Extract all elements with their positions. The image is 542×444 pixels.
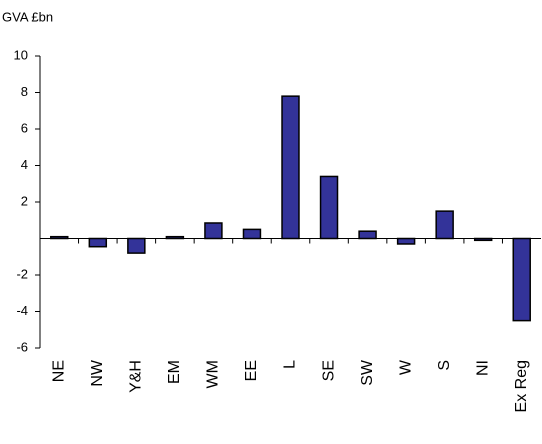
y-tick-label: 2 bbox=[21, 193, 28, 208]
bar bbox=[127, 237, 146, 254]
y-tick-label: 6 bbox=[21, 120, 28, 135]
x-tick-label: NE bbox=[50, 360, 67, 382]
x-tick-label: S bbox=[436, 360, 453, 371]
x-tick-label: W bbox=[397, 359, 414, 375]
x-tick-label: SE bbox=[320, 360, 337, 381]
y-tick-label: -2 bbox=[16, 266, 28, 281]
bar bbox=[319, 175, 339, 240]
bar bbox=[396, 237, 416, 245]
bar bbox=[358, 230, 377, 240]
bar bbox=[281, 95, 300, 240]
y-tick-label: 8 bbox=[21, 84, 28, 99]
x-tick-label: NI bbox=[474, 360, 491, 376]
x-tick-label: EM bbox=[166, 360, 183, 384]
bar bbox=[204, 222, 223, 240]
x-tick-label: Y&H bbox=[128, 360, 145, 393]
bar bbox=[242, 228, 262, 240]
y-axis-label: GVA £bn bbox=[2, 9, 53, 24]
x-tick-label: NW bbox=[89, 359, 106, 387]
y-tick-label: 4 bbox=[21, 157, 28, 172]
y-tick-label: -4 bbox=[16, 303, 28, 318]
y-tick-label: -6 bbox=[16, 339, 28, 354]
bar bbox=[88, 237, 108, 248]
x-tick-label: WM bbox=[205, 360, 222, 388]
bar bbox=[512, 237, 531, 322]
x-tick-label: EE bbox=[243, 360, 260, 381]
x-tick-label: Ex Reg bbox=[513, 360, 530, 412]
x-tick-label: L bbox=[282, 360, 299, 369]
y-tick-label: 10 bbox=[14, 47, 28, 62]
bar bbox=[435, 210, 454, 240]
x-tick-label: SW bbox=[359, 359, 376, 386]
